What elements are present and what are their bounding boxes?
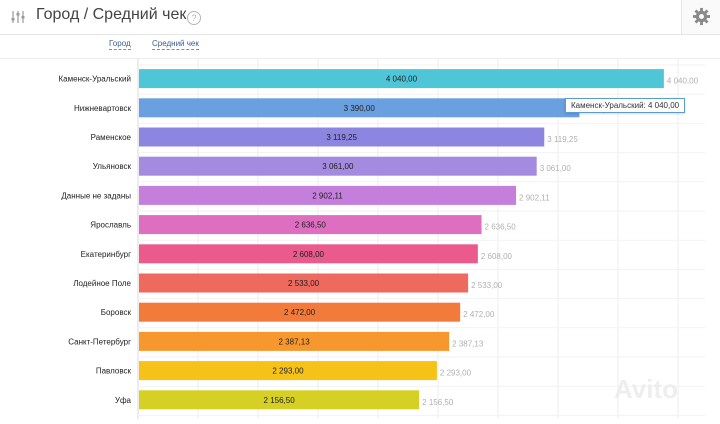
data-label-outer: 2 902,11 [519, 193, 550, 202]
bar[interactable] [139, 244, 478, 264]
sliders-icon[interactable] [10, 9, 26, 25]
category-label: Ульяновск [93, 162, 132, 171]
avito-watermark: Avito [614, 374, 679, 404]
category-label: Каменск-Уральский [58, 75, 131, 84]
data-label-outer: 2 608,00 [481, 252, 513, 261]
data-label: 2 387,13 [279, 337, 311, 346]
gear-icon [692, 7, 711, 26]
data-label: 4 040,00 [386, 75, 418, 84]
category-label: Ярославль [90, 221, 131, 230]
data-label: 2 902,11 [312, 191, 343, 200]
bar[interactable] [139, 127, 545, 147]
bar[interactable] [139, 302, 461, 322]
data-label-outer: 2 533,00 [471, 281, 503, 290]
tab-bar: Город Средний чек [0, 35, 720, 57]
chart-tooltip: Каменск-Уральский: 4 040,00 [565, 98, 686, 113]
category-label: Лодейное Поле [73, 279, 131, 288]
data-label-outer: 3 061,00 [540, 164, 572, 173]
page-title: Город / Средний чек [36, 6, 187, 23]
data-label-outer: 2 293,00 [440, 369, 472, 378]
tab-city[interactable]: Город [109, 39, 131, 50]
data-label-outer: 2 156,50 [422, 398, 454, 407]
bar-chart: Каменск-Уральский 4 040,00 4 040,00 Нижнева… [0, 59, 720, 419]
data-label: 2 636,50 [295, 221, 327, 230]
data-label: 2 293,00 [272, 367, 304, 376]
bar[interactable] [139, 69, 664, 89]
category-label: Санкт-Петербург [68, 337, 131, 346]
category-label: Уфа [115, 396, 132, 405]
data-label: 3 119,25 [326, 133, 357, 142]
widget-header: Город / Средний чек ? [0, 0, 720, 35]
chart-svg: Каменск-Уральский 4 040,00 4 040,00 Нижнева… [58, 59, 705, 419]
tab-average-check[interactable]: Средний чек [152, 39, 199, 50]
bar[interactable] [139, 273, 469, 293]
bar[interactable] [139, 156, 537, 176]
data-label: 2 533,00 [288, 279, 320, 288]
data-label-outer: 4 040,00 [667, 77, 699, 86]
category-label: Раменское [91, 133, 132, 142]
category-label: Боровск [101, 308, 132, 317]
category-label: Нижневартовск [74, 104, 132, 113]
data-label: 2 156,50 [264, 396, 296, 405]
bar[interactable] [139, 215, 482, 235]
bar[interactable] [139, 98, 580, 118]
data-label: 2 472,00 [284, 308, 316, 317]
data-label-outer: 3 119,25 [547, 135, 578, 144]
settings-button[interactable] [681, 0, 720, 34]
data-label: 3 390,00 [344, 104, 376, 113]
data-label-outer: 2 472,00 [463, 310, 495, 319]
data-label: 3 061,00 [322, 162, 354, 171]
question-icon[interactable]: ? [187, 11, 201, 25]
category-label: Павловск [96, 367, 132, 376]
bar[interactable] [139, 185, 517, 205]
data-label: 2 608,00 [293, 250, 325, 259]
category-label: Екатеринбург [81, 250, 131, 259]
bar[interactable] [139, 361, 437, 381]
category-label: Данные не заданы [61, 191, 131, 200]
bar[interactable] [139, 331, 450, 351]
data-label-outer: 2 387,13 [452, 339, 484, 348]
divider [0, 58, 720, 59]
data-label-outer: 2 636,50 [485, 223, 517, 232]
bar[interactable] [139, 390, 420, 410]
